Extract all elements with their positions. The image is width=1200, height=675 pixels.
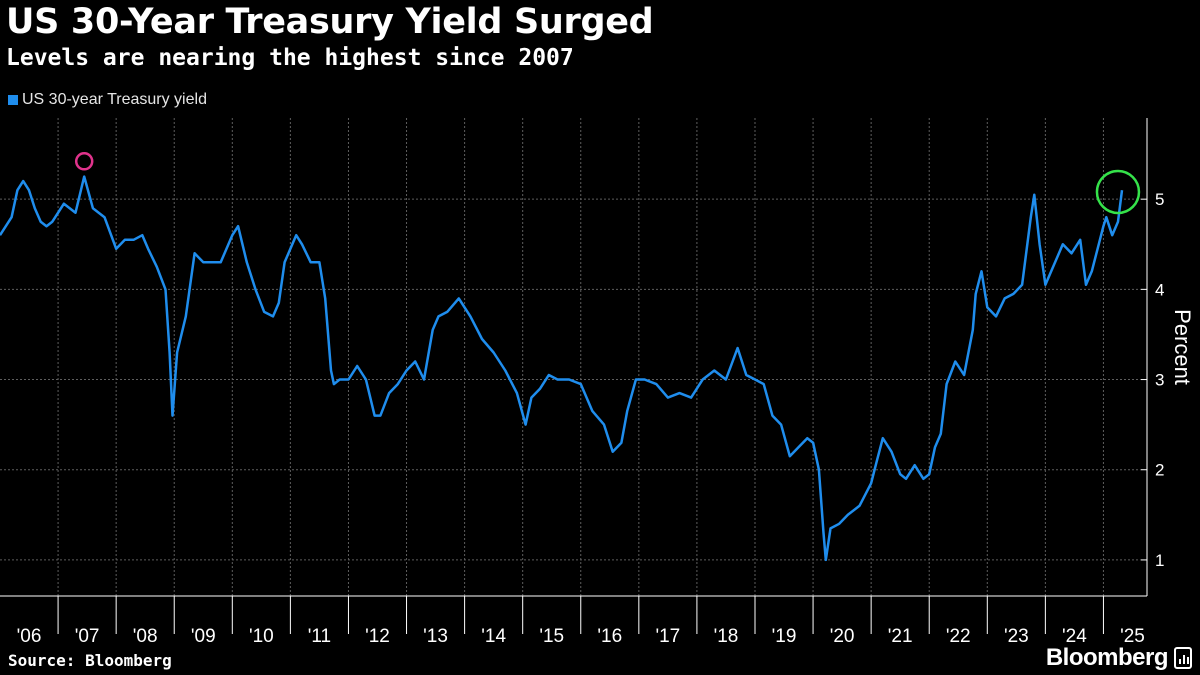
series-line (0, 175, 1124, 562)
legend-label: US 30-year Treasury yield (22, 91, 207, 108)
chart-legend: US 30-year Treasury yield (8, 91, 207, 109)
brand-logo: Bloomberg (1046, 644, 1192, 672)
x-tick-label: '22 (946, 626, 971, 647)
brand-wordmark: Bloomberg (1045, 644, 1169, 671)
x-tick-label: '25 (1120, 626, 1145, 647)
highlight-circle-2007 (74, 152, 94, 171)
x-tick-label: '17 (655, 626, 680, 647)
x-tick-label: '16 (597, 626, 622, 647)
y-tick-label: 3 (1155, 371, 1164, 390)
x-tick-label: '18 (714, 626, 739, 647)
x-tick-label: '20 (830, 626, 855, 647)
highlight-circle-2025 (1095, 169, 1141, 215)
source-note: Source: Bloomberg (8, 651, 172, 670)
chart-subtitle: Levels are nearing the highest since 200… (6, 45, 574, 71)
y-tick-label: 5 (1155, 190, 1164, 209)
x-tick-label: '11 (308, 626, 331, 647)
x-tick-label: '07 (75, 626, 100, 647)
x-tick-label: '15 (539, 626, 564, 647)
legend-swatch (8, 95, 18, 105)
x-tick-label: '08 (133, 626, 158, 647)
x-tick-label: '21 (888, 626, 913, 647)
x-tick-label: '19 (772, 626, 797, 647)
x-tick-label: '12 (365, 626, 390, 647)
x-tick-label: '10 (249, 626, 274, 647)
chart-title: US 30-Year Treasury Yield Surged (6, 2, 654, 42)
x-tick-label: '13 (423, 626, 448, 647)
x-tick-label: '24 (1062, 626, 1087, 647)
x-tick-label: '23 (1004, 626, 1029, 647)
y-axis-title: Percent (1170, 309, 1195, 385)
chart-icon (1174, 647, 1192, 669)
x-tick-label: '06 (17, 626, 42, 647)
y-tick-label: 1 (1155, 551, 1164, 570)
y-tick-label: 4 (1155, 280, 1164, 299)
x-tick-label: '09 (191, 626, 216, 647)
x-tick-label: '14 (481, 626, 506, 647)
y-tick-label: 2 (1155, 461, 1164, 480)
